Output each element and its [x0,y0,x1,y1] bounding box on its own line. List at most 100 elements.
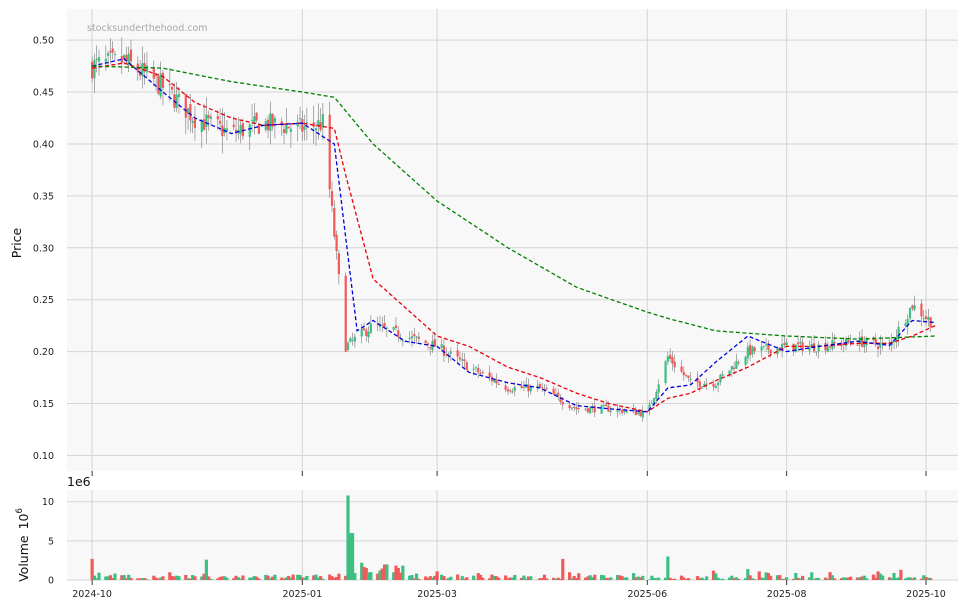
candle-body [169,84,171,85]
candle-body [523,387,525,388]
x-tick-label: 2025-03 [417,589,457,600]
candle-body [409,338,411,339]
candle-body [463,359,465,361]
candle-body [349,338,351,342]
volume-bar [472,576,475,580]
volume-bar [351,533,354,580]
volume-bar [513,575,516,580]
candle-body [587,408,589,412]
candle-body [749,345,751,355]
candle-body [786,342,788,345]
volume-bar [481,578,484,580]
candle-body [671,357,673,363]
candle-body [203,119,205,130]
candle-body [217,116,219,119]
candle-body [461,359,463,361]
volume-bar [865,578,868,580]
candle-body [155,75,157,76]
candle-body [91,62,93,78]
candle-body [171,87,173,90]
x-tick-label: 2025-06 [627,589,667,600]
candle-body [562,402,564,405]
candle-body [607,406,609,412]
candle-body [571,408,573,409]
candle-body [585,409,587,410]
candle-body [112,49,114,53]
candle-body [655,392,657,399]
candle-body [505,386,507,390]
candle-body [322,114,324,127]
candle-body [441,344,443,348]
candle-body [799,342,801,344]
price-tick-label: 0.45 [33,88,54,99]
volume-tick-label: 10 [42,497,54,508]
candle-body [269,113,271,131]
volume-bar [673,579,676,580]
candle-body [735,361,737,369]
candle-body [290,129,292,132]
candle-body [546,388,548,389]
volume-plot-area [67,490,958,580]
candle-body [569,405,571,408]
candle-body [457,350,459,356]
candle-body [477,368,479,373]
candle-body [658,384,660,392]
candle-body [651,403,653,404]
volume-bar [292,575,295,580]
candle-body [927,317,929,319]
candle-body [415,336,417,337]
volume-bar [785,577,788,580]
candle-body [297,122,299,127]
candle-body [731,366,733,370]
candle-body [747,347,749,359]
candle-body [521,386,523,388]
x-tick-label: 2025-08 [767,589,807,600]
candle-body [411,336,413,338]
candle-body [712,384,714,387]
volume-bar [417,579,420,580]
candle-body [345,276,347,352]
volume-bar [273,575,276,580]
candle-body [393,327,395,329]
candle-body [189,104,191,120]
candle-body [304,126,306,129]
volume-bar [737,579,740,580]
candle-body [226,129,228,131]
price-tick-label: 0.25 [33,295,54,306]
candle-body [751,346,753,354]
candle-body [637,412,639,414]
candle-body [251,120,253,121]
candle-body [96,59,98,60]
candle-body [240,125,242,134]
volume-bar [913,577,916,580]
volume-bar [456,575,459,580]
candle-body [553,389,555,395]
candle-body [331,191,333,206]
candle-body [639,412,641,416]
candle-body [354,337,356,342]
candle-body [256,113,258,121]
price-tick-label: 0.20 [33,347,54,358]
price-tick-label: 0.30 [33,243,54,254]
volume-bar [369,572,372,580]
candle-body [904,323,906,326]
volume-bar [529,576,532,580]
volume-bar [849,577,852,580]
candle-body [192,121,194,123]
candle-body [450,352,452,354]
volume-bar [497,578,500,580]
volume-bar [833,578,836,580]
candle-body [818,345,820,352]
candle-body [498,384,500,385]
candle-body [877,346,879,349]
candle-body [482,372,484,373]
candle-body [381,325,383,326]
candle-body [575,408,577,410]
candle-body [856,345,858,346]
candle-body [578,408,580,409]
volume-bar [609,577,612,580]
volume-bar [721,579,724,580]
candle-body [301,119,303,132]
volume-bar [209,579,212,580]
candle-body [701,386,703,387]
